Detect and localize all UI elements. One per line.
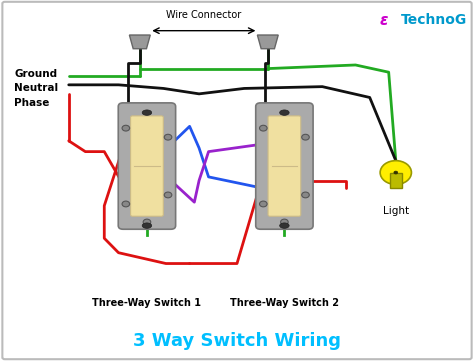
Circle shape [164,192,172,198]
FancyBboxPatch shape [118,103,175,229]
Text: Three-Way Switch 1: Three-Way Switch 1 [92,298,201,308]
Ellipse shape [280,223,289,229]
Ellipse shape [142,110,152,116]
Circle shape [164,134,172,140]
Ellipse shape [142,223,152,229]
Text: Phase: Phase [14,98,50,108]
Circle shape [301,192,309,198]
Text: Three-Way Switch 2: Three-Way Switch 2 [230,298,339,308]
Ellipse shape [280,110,289,116]
FancyBboxPatch shape [268,116,301,216]
FancyBboxPatch shape [130,116,163,216]
Text: Wire Connector: Wire Connector [166,10,241,20]
Circle shape [260,201,267,207]
FancyBboxPatch shape [255,103,313,229]
Circle shape [394,171,398,174]
Circle shape [301,134,309,140]
Circle shape [380,161,411,184]
Polygon shape [257,35,278,49]
FancyBboxPatch shape [390,173,402,188]
Text: Neutral: Neutral [14,83,58,93]
Circle shape [260,125,267,131]
Polygon shape [129,35,150,49]
Text: Light: Light [383,206,409,216]
Circle shape [122,201,129,207]
Text: Ground: Ground [14,69,57,79]
Text: TechnoG: TechnoG [401,13,467,27]
Circle shape [143,219,151,225]
Text: 3 Way Switch Wiring: 3 Way Switch Wiring [133,332,341,350]
Text: ε: ε [379,13,388,28]
Circle shape [281,219,288,225]
Circle shape [122,125,129,131]
